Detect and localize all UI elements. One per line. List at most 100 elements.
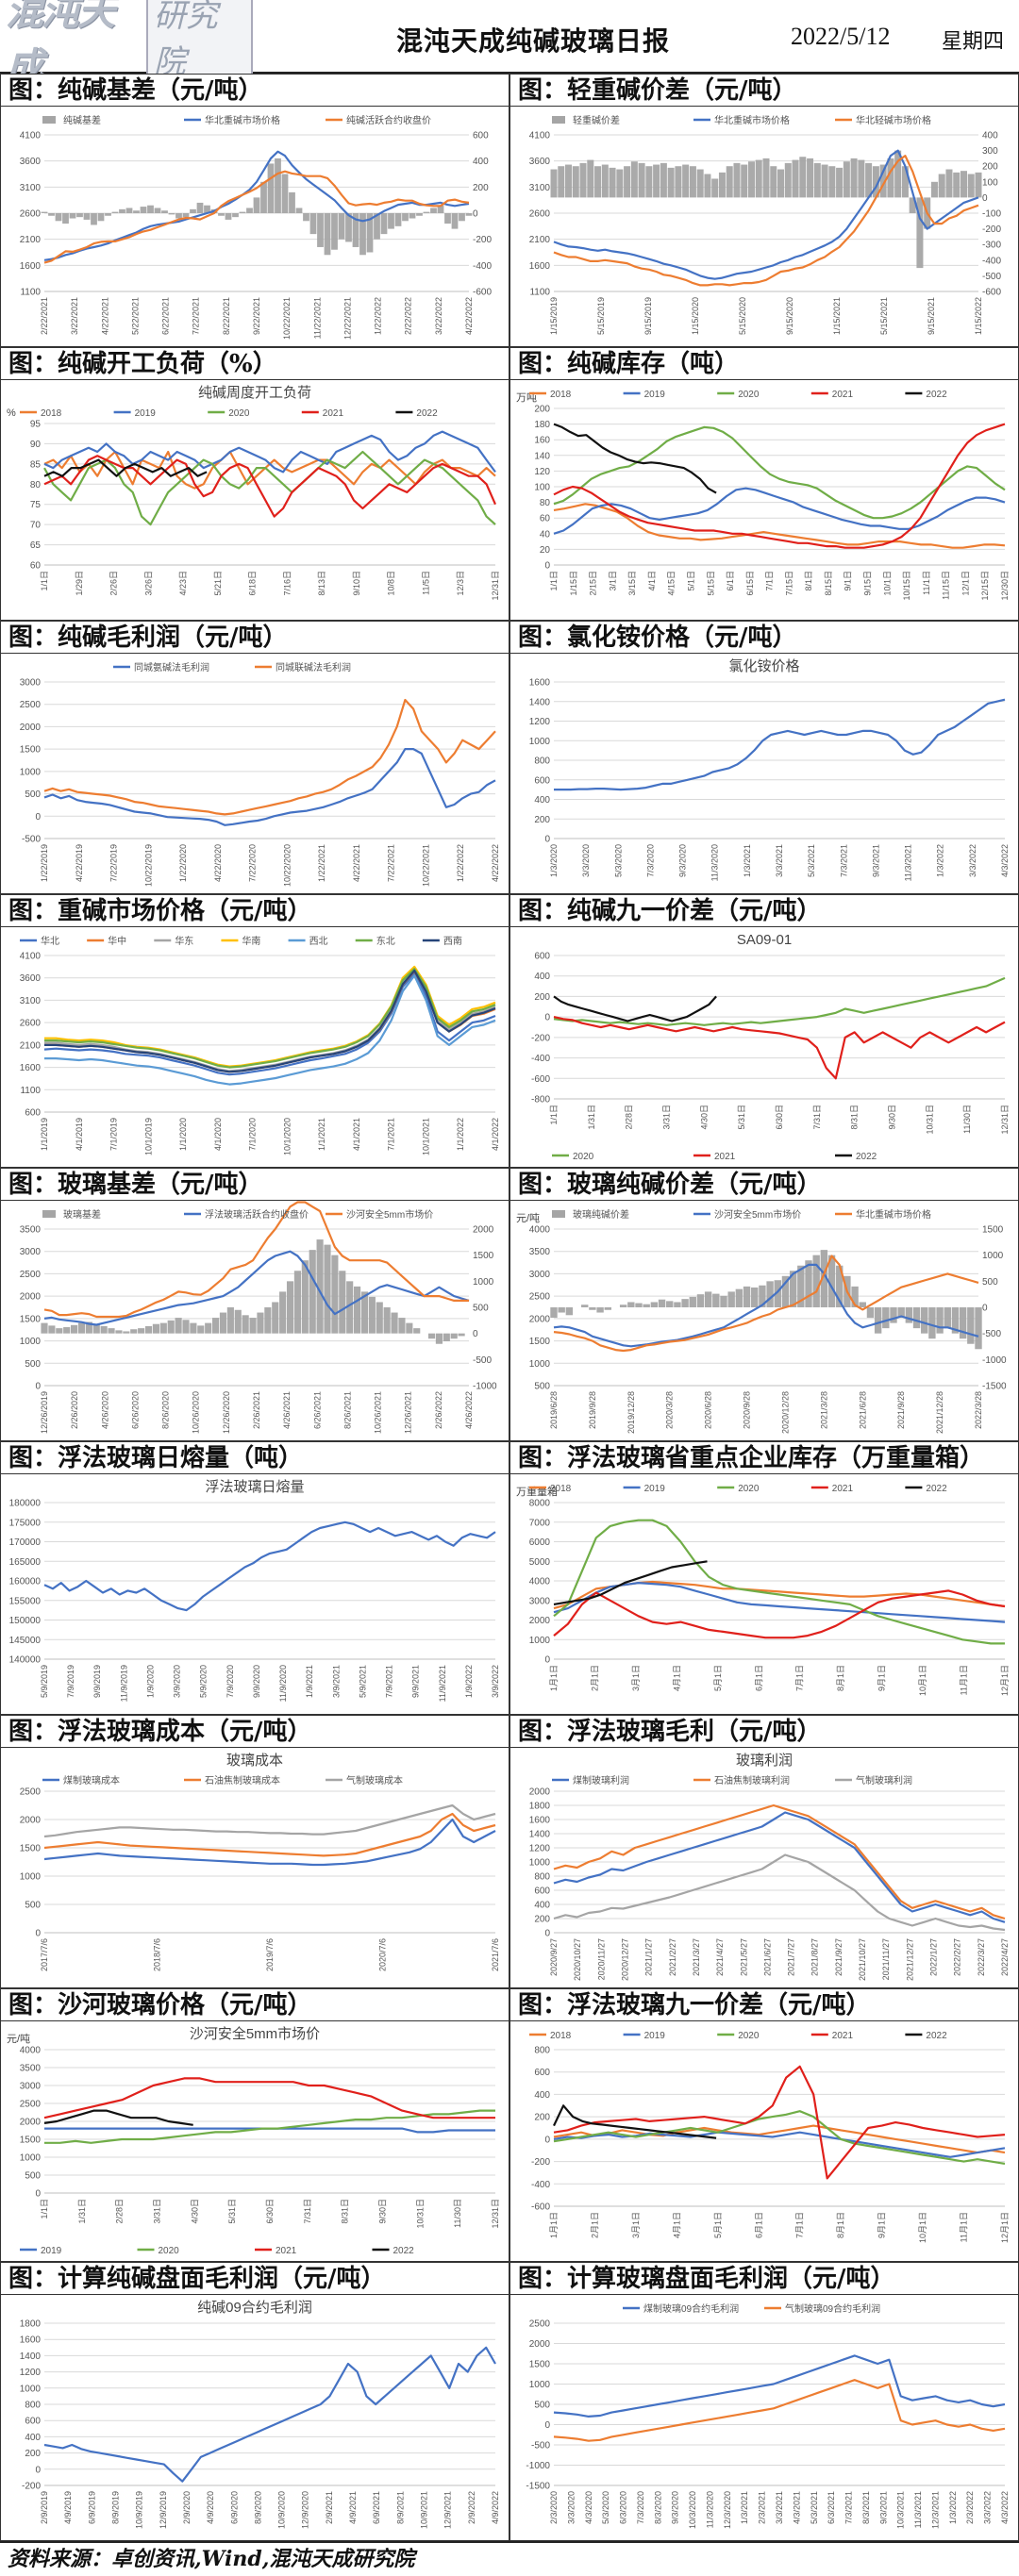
series-line (553, 423, 717, 494)
legend-label: 2018 (550, 1484, 572, 1494)
panel-11: 图：浮法玻璃日熔量（吨） 浮法玻璃日熔量 140000 145000 150000 155… (0, 1441, 510, 1715)
bar (616, 169, 624, 198)
series-line (43, 1818, 496, 1867)
legend-label: 2021 (832, 2031, 854, 2041)
x-tick-label: 7/31日 (812, 1105, 822, 1130)
panel-header: 图：氯化铵价格（元/吨） (510, 622, 1018, 654)
chart: SA09-01 -800 -600 -400 -200 0 200 400 600 1/1日 1/3… (531, 932, 1010, 1162)
panel-header: 图：重碱市场价格（元/吨） (1, 895, 509, 927)
y2-tick-label: -200 (473, 235, 492, 245)
y-tick-label: 200 (534, 405, 550, 415)
series-1 (553, 976, 1006, 1026)
x-tick-label: 6/3/2021 (827, 2491, 836, 2524)
x-tick-label: 10/22/2021 (421, 844, 430, 887)
series-1 (553, 1811, 1006, 1923)
bar (204, 205, 210, 213)
series-line (43, 458, 208, 477)
y2-tick-label: 300 (982, 146, 998, 157)
bar (317, 213, 324, 247)
legend-label: 2020 (738, 390, 760, 400)
x-tick-label: 10/22/2020 (282, 844, 292, 887)
bar (572, 166, 579, 198)
bar (558, 1307, 565, 1313)
x-tick-label: 10/31日 (415, 2199, 425, 2229)
y-tick-label: 0 (544, 2135, 550, 2145)
y-tick-label: 1800 (20, 2319, 42, 2330)
legend-label: 浮法玻璃活跃合约收盘价 (205, 1208, 309, 1221)
y-tick-label: 800 (534, 756, 550, 767)
series-3 (553, 1853, 1006, 1932)
x-tick-label: 4/22/2021 (100, 297, 109, 335)
x-tick-label: 1月1日 (549, 1665, 559, 1691)
legend-label: 华东 (175, 935, 193, 947)
chart-title: 纯碱周度开工负荷 (198, 385, 311, 401)
y-tick-label: 20 (540, 545, 551, 556)
x-tick-label: 3/9/2022 (491, 1665, 500, 1698)
bar (951, 1307, 960, 1334)
x-tick-label: 10/3/2020 (688, 2491, 697, 2529)
x-tick-label: 9/15日 (863, 571, 873, 596)
bar (435, 1333, 443, 1344)
bar (388, 213, 394, 229)
chart-title: SA09-01 (737, 932, 792, 948)
legend-label: 轻重碱价差 (573, 114, 620, 126)
bar (125, 208, 133, 213)
x-tick-label: 1/1日 (549, 571, 559, 591)
bar (638, 162, 645, 198)
bar (666, 1301, 674, 1307)
series-1 (43, 2346, 496, 2483)
y-tick-label: 0 (544, 1929, 550, 1939)
y-tick-label: 1800 (529, 1802, 551, 1812)
y-tick-label: 0 (544, 1013, 550, 1023)
x-tick-label: 1/29日 (75, 571, 84, 596)
bar (689, 1296, 696, 1307)
x-tick-label: 9/15/2021 (927, 297, 936, 335)
series-2 (553, 487, 1006, 535)
legend-label: 煤制玻璃09合约毛利润 (643, 2302, 739, 2315)
series-1 (43, 748, 496, 826)
bar (805, 1260, 812, 1307)
bar (368, 1296, 376, 1334)
bar (755, 159, 762, 198)
x-tick-label: 7/9/2021 (385, 1665, 394, 1698)
series-line (553, 503, 1006, 549)
y-axis-label: 万重量箱 (516, 1485, 558, 1498)
chart: 玻璃利润 0 200 400 600 800 1000 1200 1400 1600 1800 200… (529, 1753, 1010, 1981)
x-tick-label: 10/9/2019 (135, 2491, 144, 2529)
series-line (553, 1519, 1005, 1645)
bar (905, 1307, 913, 1323)
series-5 (553, 1560, 708, 1605)
x-tick-label: 4/1/2020 (213, 1118, 223, 1151)
x-tick-label: 12/26/2020 (222, 1391, 231, 1434)
x-tick-label: 7/22/2021 (387, 844, 396, 882)
bar (653, 164, 660, 198)
panel-16: 图：浮法玻璃九一价差（元/吨） -600 -400 -200 0 200 400 600 800… (510, 1988, 1019, 2262)
bar (975, 172, 982, 198)
y-tick-label: -200 (22, 2482, 41, 2492)
legend-label: 华北重碱市场价格 (714, 114, 790, 126)
y-tick-label: 500 (534, 1382, 550, 1392)
series-line (43, 1521, 496, 1612)
bar (190, 1322, 197, 1334)
chart: -500 0 500 1000 1500 2000 2500 3000 1/22/2019 4/2… (20, 661, 500, 887)
panel-15: 图：沙河玻璃价格（元/吨） 沙河安全5mm市场价 元/吨 0 500 1000 1500 20… (0, 1988, 510, 2262)
bar (219, 1312, 227, 1334)
bar (890, 1307, 897, 1323)
series-3 (553, 995, 717, 1022)
bar (286, 1281, 294, 1334)
x-tick-label: 10月1日 (918, 2212, 927, 2243)
y-tick-label: 60 (540, 514, 551, 524)
x-tick-label: 4月1日 (672, 1665, 681, 1691)
bar (850, 158, 858, 198)
y-tick-label: 200 (534, 1915, 550, 1925)
panel-12: 图：浮法玻璃省重点企业库存（万重量箱） 万重量箱 0 1000 2000 3000 4000… (510, 1441, 1019, 1715)
panel-14: 图：浮法玻璃毛利（元/吨） 玻璃利润 0 200 400 600 800 1000 1200 14… (510, 1715, 1019, 1988)
report-title: 混沌天成纯碱玻璃日报 (396, 25, 671, 57)
x-tick-label: 2021/10/27 (858, 1938, 867, 1981)
chart: 1100 1600 2100 2600 3100 3600 4100 -600 -500 -400… (529, 114, 1002, 335)
y-tick-label: 1000 (529, 737, 551, 747)
bar (879, 164, 887, 198)
x-tick-label: 8/9/2021 (395, 2491, 405, 2524)
series-1 (43, 450, 496, 490)
bar (360, 1291, 369, 1334)
